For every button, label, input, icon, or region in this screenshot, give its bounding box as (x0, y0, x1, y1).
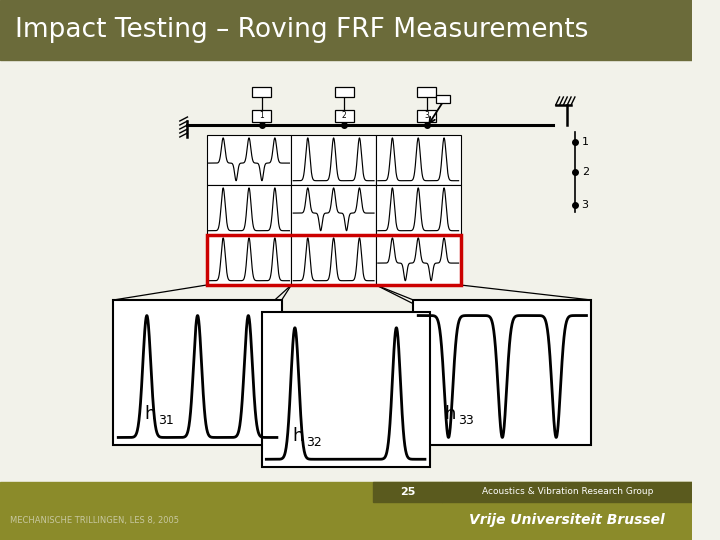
Text: 2: 2 (342, 111, 346, 120)
Bar (207, 235, 292, 285)
Text: h: h (292, 427, 304, 445)
Bar (292, 235, 376, 285)
Bar (376, 135, 461, 185)
Bar (418, 87, 436, 97)
Bar (0, 482, 692, 540)
Text: h: h (144, 405, 156, 423)
Bar (436, 95, 450, 103)
Bar (442, 482, 692, 502)
Bar (207, 235, 461, 285)
Bar (252, 87, 271, 97)
Text: 33: 33 (458, 414, 473, 427)
Text: Acoustics & Vibration Research Group: Acoustics & Vibration Research Group (482, 488, 653, 496)
Bar (413, 300, 591, 445)
Bar (207, 185, 292, 235)
Bar (0, 0, 692, 60)
Text: MECHANISCHE TRILLINGEN, LES 8, 2005: MECHANISCHE TRILLINGEN, LES 8, 2005 (9, 516, 179, 524)
Bar (376, 235, 461, 285)
Text: 31: 31 (158, 414, 174, 427)
Text: Impact Testing – Roving FRF Measurements: Impact Testing – Roving FRF Measurements (15, 17, 589, 43)
Text: 32: 32 (306, 436, 322, 449)
Bar (207, 135, 292, 185)
Bar (373, 482, 442, 502)
Bar (292, 185, 376, 235)
Text: 1: 1 (582, 137, 589, 147)
Text: 1: 1 (259, 111, 264, 120)
Bar (114, 300, 282, 445)
Text: 25: 25 (400, 487, 415, 497)
Bar (261, 312, 430, 467)
Bar (292, 135, 376, 185)
Text: 2: 2 (582, 167, 589, 177)
Bar (335, 87, 354, 97)
Text: 3: 3 (582, 200, 589, 210)
Bar (335, 110, 354, 122)
Text: Vrije Universiteit Brussel: Vrije Universiteit Brussel (469, 513, 665, 527)
Text: h: h (444, 405, 456, 423)
Bar (376, 185, 461, 235)
Text: 3: 3 (424, 111, 429, 120)
Bar (418, 110, 436, 122)
Bar (252, 110, 271, 122)
